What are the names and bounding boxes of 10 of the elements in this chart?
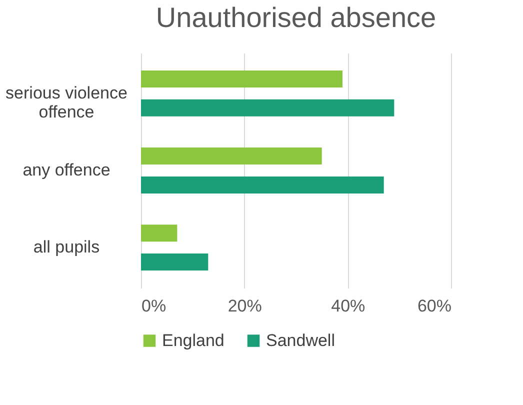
y-tick-label: serious violence offence: [6, 83, 128, 122]
x-tick-label: 40%: [331, 296, 366, 316]
legend-label: Sandwell: [266, 330, 335, 350]
chart-title: Unauthorised absence: [156, 2, 436, 33]
legend-label: England: [162, 330, 224, 350]
x-tick-label: 20%: [228, 296, 262, 316]
x-tick-label: 60%: [417, 296, 452, 316]
y-tick-label: any offence: [22, 160, 110, 180]
y-tick-label: all pupils: [33, 238, 100, 257]
x-tick-label: 0%: [142, 296, 166, 316]
